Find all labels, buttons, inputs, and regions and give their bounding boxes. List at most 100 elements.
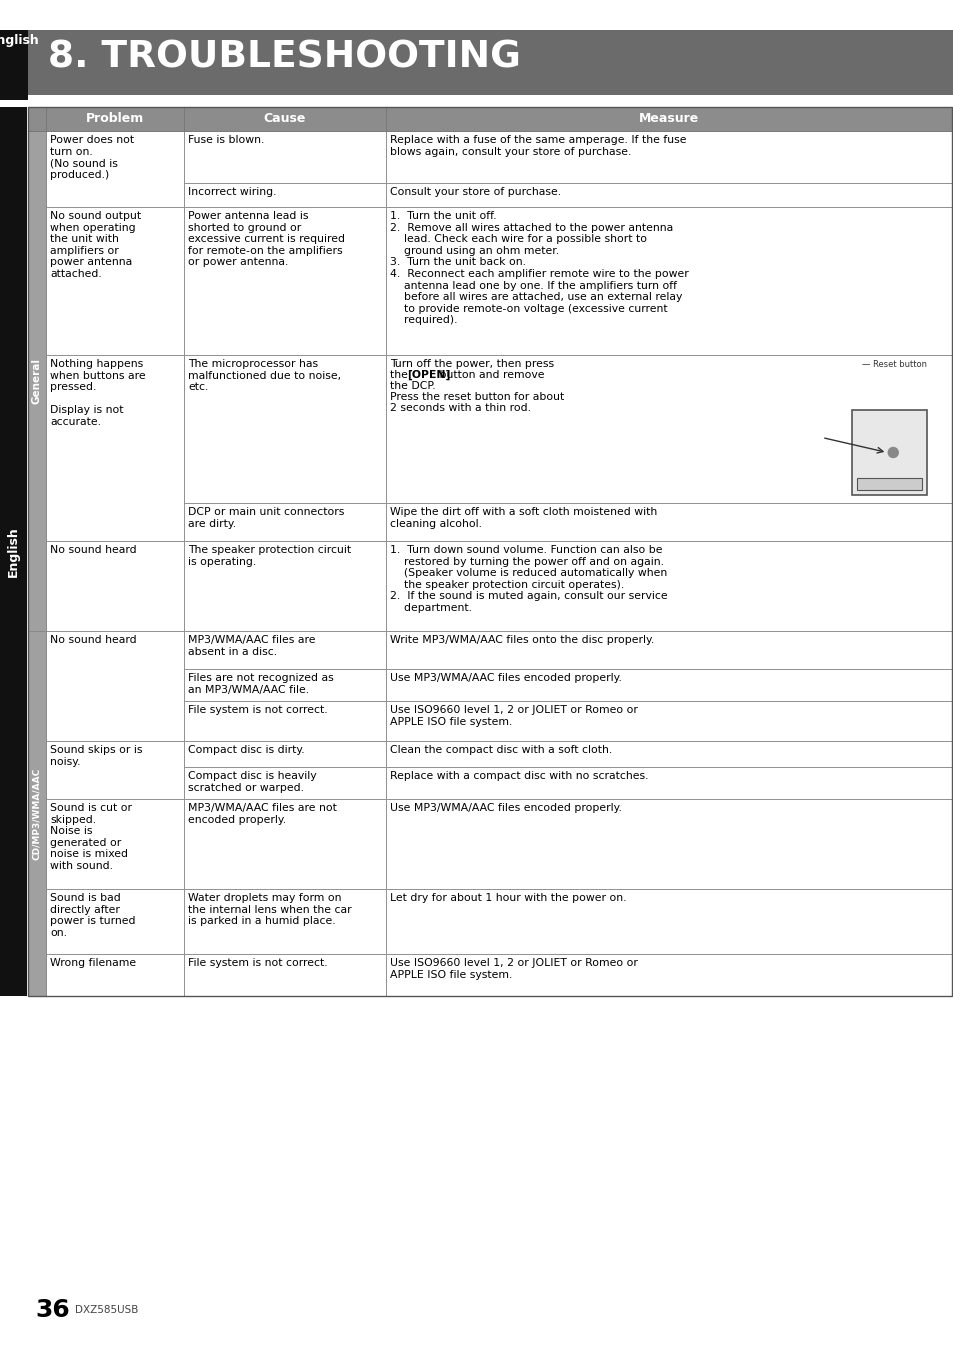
Bar xyxy=(46,356,184,541)
Text: Compact disc is heavily
scratched or warped.: Compact disc is heavily scratched or war… xyxy=(188,771,316,792)
Bar xyxy=(386,107,951,131)
Text: Write MP3/WMA/AAC files onto the disc properly.: Write MP3/WMA/AAC files onto the disc pr… xyxy=(390,635,654,645)
Text: Measure: Measure xyxy=(639,112,699,126)
Bar xyxy=(0,107,27,996)
Bar xyxy=(184,741,386,767)
Bar xyxy=(184,669,386,700)
Text: the DCP.: the DCP. xyxy=(390,381,436,391)
Bar xyxy=(184,356,386,503)
Bar xyxy=(386,631,951,669)
Bar xyxy=(28,107,46,131)
Text: [OPEN]: [OPEN] xyxy=(407,370,450,380)
Text: the: the xyxy=(390,370,411,380)
Text: Use MP3/WMA/AAC files encoded properly.: Use MP3/WMA/AAC files encoded properly. xyxy=(390,803,621,813)
Text: MP3/WMA/AAC files are not
encoded properly.: MP3/WMA/AAC files are not encoded proper… xyxy=(188,803,336,825)
Text: 8. TROUBLESHOOTING: 8. TROUBLESHOOTING xyxy=(48,41,520,76)
Text: Fuse is blown.: Fuse is blown. xyxy=(188,135,264,145)
Text: No sound heard: No sound heard xyxy=(50,545,136,556)
Text: English: English xyxy=(7,526,19,577)
Text: File system is not correct.: File system is not correct. xyxy=(188,959,327,968)
Bar xyxy=(28,107,951,996)
Bar xyxy=(386,503,951,541)
Bar xyxy=(851,410,926,495)
Bar xyxy=(28,131,46,631)
Bar xyxy=(46,107,184,131)
Bar xyxy=(184,700,386,741)
Text: DXZ585USB: DXZ585USB xyxy=(75,1305,138,1315)
Text: 2 seconds with a thin rod.: 2 seconds with a thin rod. xyxy=(390,403,531,412)
Text: — Reset button: — Reset button xyxy=(862,360,926,369)
Bar xyxy=(46,131,184,207)
Text: Sound skips or is
noisy.: Sound skips or is noisy. xyxy=(50,745,142,767)
Text: Incorrect wiring.: Incorrect wiring. xyxy=(188,187,276,197)
Bar xyxy=(184,890,386,955)
Bar xyxy=(386,131,951,183)
Bar xyxy=(184,107,386,131)
Text: English: English xyxy=(0,34,39,47)
Text: The microprocessor has
malfunctioned due to noise,
etc.: The microprocessor has malfunctioned due… xyxy=(188,360,341,392)
Text: Sound is cut or
skipped.
Noise is
generated or
noise is mixed
with sound.: Sound is cut or skipped. Noise is genera… xyxy=(50,803,132,871)
Text: Problem: Problem xyxy=(86,112,144,126)
Text: Cause: Cause xyxy=(264,112,306,126)
Text: CD/MP3/WMA/AAC: CD/MP3/WMA/AAC xyxy=(32,768,42,860)
Text: Power antenna lead is
shorted to ground or
excessive current is required
for rem: Power antenna lead is shorted to ground … xyxy=(188,211,345,268)
Bar xyxy=(386,799,951,890)
Text: Wrong filename: Wrong filename xyxy=(50,959,136,968)
Text: Replace with a compact disc with no scratches.: Replace with a compact disc with no scra… xyxy=(390,771,648,781)
Text: Water droplets may form on
the internal lens when the car
is parked in a humid p: Water droplets may form on the internal … xyxy=(188,894,352,926)
Text: The speaker protection circuit
is operating.: The speaker protection circuit is operat… xyxy=(188,545,351,566)
Bar xyxy=(184,183,386,207)
Bar xyxy=(386,700,951,741)
Bar xyxy=(386,767,951,799)
Text: 36: 36 xyxy=(35,1298,70,1322)
Bar xyxy=(856,479,921,489)
Bar xyxy=(46,799,184,890)
Bar xyxy=(46,890,184,955)
Text: No sound output
when operating
the unit with
amplifiers or
power antenna
attache: No sound output when operating the unit … xyxy=(50,211,141,279)
Bar xyxy=(28,631,46,996)
Bar xyxy=(184,541,386,631)
Bar xyxy=(386,955,951,996)
Text: Let dry for about 1 hour with the power on.: Let dry for about 1 hour with the power … xyxy=(390,894,626,903)
Bar xyxy=(386,669,951,700)
Text: Nothing happens
when buttons are
pressed.

Display is not
accurate.: Nothing happens when buttons are pressed… xyxy=(50,360,146,427)
Text: Turn off the power, then press: Turn off the power, then press xyxy=(390,360,554,369)
Bar xyxy=(28,107,46,131)
Bar xyxy=(386,741,951,767)
Text: Use ISO9660 level 1, 2 or JOLIET or Romeo or
APPLE ISO file system.: Use ISO9660 level 1, 2 or JOLIET or Rome… xyxy=(390,704,638,726)
Text: Use ISO9660 level 1, 2 or JOLIET or Romeo or
APPLE ISO file system.: Use ISO9660 level 1, 2 or JOLIET or Rome… xyxy=(390,959,638,980)
Bar xyxy=(184,955,386,996)
Text: Compact disc is dirty.: Compact disc is dirty. xyxy=(188,745,304,754)
Bar xyxy=(386,541,951,631)
Text: No sound heard: No sound heard xyxy=(50,635,136,645)
Bar xyxy=(0,30,28,100)
Text: General: General xyxy=(32,358,42,404)
Bar xyxy=(46,955,184,996)
Bar xyxy=(386,890,951,955)
Text: Sound is bad
directly after
power is turned
on.: Sound is bad directly after power is tur… xyxy=(50,894,135,938)
Bar xyxy=(184,767,386,799)
Text: Consult your store of purchase.: Consult your store of purchase. xyxy=(390,187,560,197)
Text: 1.  Turn the unit off.
2.  Remove all wires attached to the power antenna
    le: 1. Turn the unit off. 2. Remove all wire… xyxy=(390,211,688,326)
Bar xyxy=(386,183,951,207)
Text: Clean the compact disc with a soft cloth.: Clean the compact disc with a soft cloth… xyxy=(390,745,612,754)
Bar xyxy=(28,30,953,95)
Bar xyxy=(184,799,386,890)
Bar xyxy=(46,207,184,356)
Text: Power does not
turn on.
(No sound is
produced.): Power does not turn on. (No sound is pro… xyxy=(50,135,134,180)
Text: DCP or main unit connectors
are dirty.: DCP or main unit connectors are dirty. xyxy=(188,507,344,529)
Bar xyxy=(386,207,951,356)
Bar xyxy=(184,207,386,356)
Text: Press the reset button for about: Press the reset button for about xyxy=(390,392,563,402)
Text: 1.  Turn down sound volume. Function can also be
    restored by turning the pow: 1. Turn down sound volume. Function can … xyxy=(390,545,667,612)
Text: Use MP3/WMA/AAC files encoded properly.: Use MP3/WMA/AAC files encoded properly. xyxy=(390,673,621,683)
Text: button and remove: button and remove xyxy=(436,370,544,380)
Text: Wipe the dirt off with a soft cloth moistened with
cleaning alcohol.: Wipe the dirt off with a soft cloth mois… xyxy=(390,507,657,529)
Bar xyxy=(184,631,386,669)
Bar xyxy=(46,631,184,741)
Circle shape xyxy=(887,448,898,457)
Text: Files are not recognized as
an MP3/WMA/AAC file.: Files are not recognized as an MP3/WMA/A… xyxy=(188,673,334,695)
Bar xyxy=(386,356,951,503)
Text: Replace with a fuse of the same amperage. If the fuse
blows again, consult your : Replace with a fuse of the same amperage… xyxy=(390,135,686,157)
Bar xyxy=(46,741,184,799)
